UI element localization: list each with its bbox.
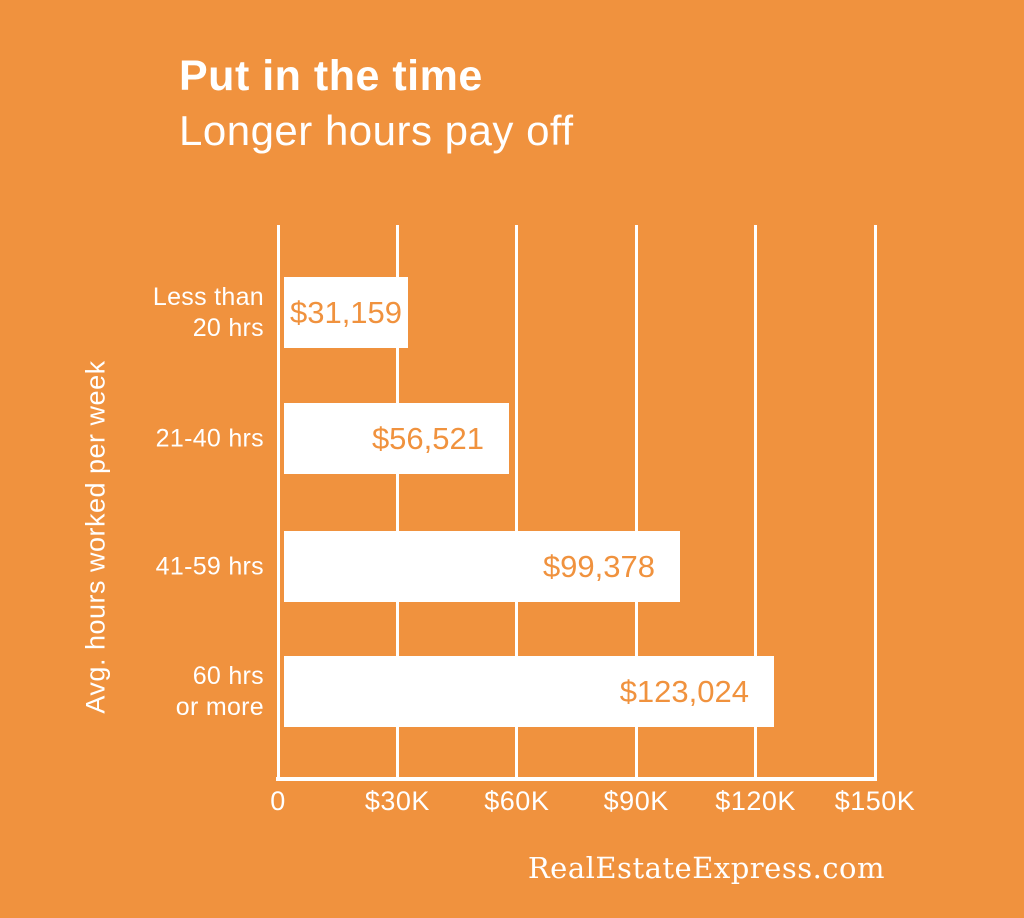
- gridline: [515, 225, 519, 780]
- x-axis-ticks: 0 $30K $60K $90K $120K $150K: [270, 786, 915, 820]
- bar: $99,378: [284, 531, 680, 602]
- x-tick-label: $120K: [715, 786, 796, 816]
- category-label: 41-59 hrs: [155, 552, 264, 580]
- bar: $31,159: [284, 277, 408, 348]
- gridline: [873, 225, 877, 780]
- x-tick-label: $150K: [834, 786, 916, 816]
- bar-value-label: $31,159: [289, 295, 403, 330]
- category-label: 60 hrs or more: [175, 661, 264, 721]
- gridline: [754, 225, 758, 780]
- gridline: [276, 225, 280, 780]
- gridline: [634, 225, 638, 780]
- category-axis: Less than 20 hrs 21-40 hrs 41-59 hrs 60 hrs o…: [80, 225, 264, 780]
- bar-value-label: $56,521: [371, 421, 484, 456]
- bar-value-label: $123,024: [619, 674, 749, 709]
- source-text: RealEstateExpress.com: [527, 851, 885, 885]
- category-label: 21-40 hrs: [155, 424, 264, 452]
- x-tick-label: $30K: [364, 786, 430, 816]
- bar: $56,521: [284, 403, 509, 474]
- category-label: Less than 20 hrs: [152, 282, 264, 342]
- bar-value-label: $99,378: [542, 549, 655, 584]
- x-tick-label: 0: [270, 786, 286, 816]
- bar: $123,024: [284, 656, 774, 727]
- chart-subtitle: Longer hours pay off: [179, 107, 574, 154]
- gridline: [395, 225, 399, 780]
- plot-area: $31,159 $56,521 $99,378 $123,024: [276, 225, 877, 781]
- x-tick-label: $60K: [484, 786, 550, 816]
- chart-title: Put in the time: [179, 52, 483, 100]
- x-axis-line: [276, 777, 877, 781]
- x-tick-label: $90K: [603, 786, 669, 816]
